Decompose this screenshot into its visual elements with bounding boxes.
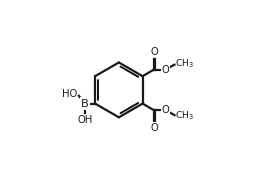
Text: HO: HO [62,89,77,99]
Text: CH$_3$: CH$_3$ [175,58,194,70]
Text: CH$_3$: CH$_3$ [175,109,194,122]
Text: O: O [151,123,158,133]
Text: O: O [162,105,169,115]
Text: OH: OH [78,115,93,125]
Text: B: B [81,99,89,109]
Text: O: O [151,47,158,57]
Text: O: O [162,65,169,75]
